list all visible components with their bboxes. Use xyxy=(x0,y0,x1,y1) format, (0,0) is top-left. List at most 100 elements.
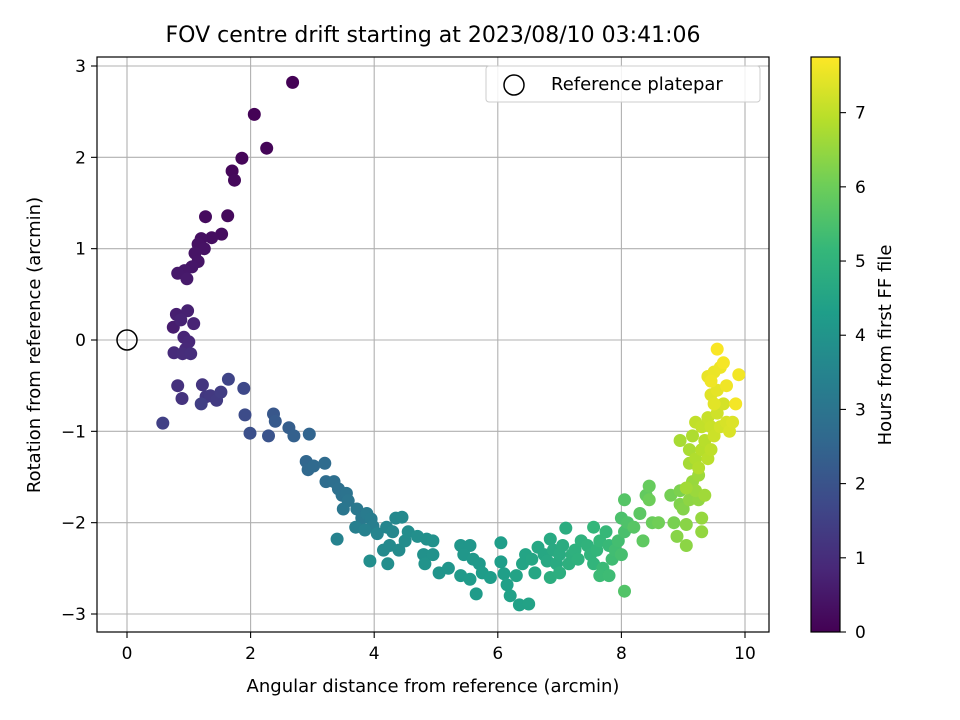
x-axis-ticks: 0 2 4 6 8 10 xyxy=(122,632,756,664)
data-point xyxy=(729,397,743,411)
data-point xyxy=(358,523,372,537)
colorbar-tick-label: 1 xyxy=(855,549,866,569)
data-point xyxy=(587,520,601,534)
data-point xyxy=(221,209,235,223)
data-point xyxy=(307,459,321,473)
data-point xyxy=(221,372,235,386)
data-point xyxy=(679,481,693,495)
data-point xyxy=(195,378,209,392)
colorbar-tick-label: 3 xyxy=(855,400,866,420)
data-point xyxy=(426,534,440,548)
data-point xyxy=(463,572,477,586)
y-tick-label: 3 xyxy=(75,57,86,77)
data-point xyxy=(543,532,557,546)
data-point xyxy=(633,507,647,520)
data-point xyxy=(497,567,511,581)
data-point xyxy=(500,578,514,592)
data-point xyxy=(636,534,650,548)
colorbar-tick-label: 0 xyxy=(855,623,866,643)
data-point xyxy=(618,584,631,598)
y-tick-label: −2 xyxy=(61,514,86,534)
data-point xyxy=(175,392,189,405)
data-point xyxy=(695,525,709,539)
data-points xyxy=(156,75,746,612)
data-point xyxy=(336,502,350,516)
data-point xyxy=(682,443,696,457)
data-point xyxy=(418,557,432,571)
data-point xyxy=(377,543,390,557)
x-tick-label: 10 xyxy=(734,644,756,664)
data-point xyxy=(522,597,536,611)
x-tick-label: 8 xyxy=(616,644,627,664)
data-point xyxy=(716,397,730,411)
colorbar-tick-label: 6 xyxy=(855,178,866,198)
data-point xyxy=(318,456,332,470)
data-point xyxy=(441,561,455,575)
data-point xyxy=(667,516,681,530)
data-point xyxy=(732,368,746,382)
data-point xyxy=(553,566,567,580)
data-point xyxy=(618,493,631,507)
legend: Reference platepar xyxy=(485,65,761,103)
data-point xyxy=(260,141,274,155)
legend-entry-label: Reference platepar xyxy=(551,74,723,95)
x-tick-label: 0 xyxy=(122,644,133,664)
data-point xyxy=(704,374,718,388)
data-point xyxy=(716,356,730,370)
data-point xyxy=(262,429,275,443)
data-point xyxy=(395,510,409,524)
data-point xyxy=(599,525,613,539)
data-point xyxy=(614,548,628,562)
data-point xyxy=(627,520,641,534)
data-point xyxy=(698,488,712,502)
data-point xyxy=(187,317,201,331)
data-point xyxy=(243,426,257,440)
data-point xyxy=(695,511,709,525)
data-point xyxy=(238,408,252,422)
data-point xyxy=(695,420,709,434)
data-point xyxy=(525,552,539,566)
data-point xyxy=(556,539,570,552)
data-point xyxy=(679,539,693,552)
y-tick-label: −1 xyxy=(61,422,86,442)
colorbar-tick-label: 4 xyxy=(855,326,866,346)
data-point xyxy=(194,397,208,411)
data-point xyxy=(509,569,523,583)
data-point xyxy=(174,313,188,327)
data-point xyxy=(707,429,721,443)
x-axis-label: Angular distance from reference (arcmin) xyxy=(247,676,620,697)
data-point xyxy=(528,566,542,580)
data-point xyxy=(235,151,249,165)
data-point xyxy=(205,231,219,245)
data-point xyxy=(494,555,508,569)
data-point xyxy=(682,493,696,507)
data-point xyxy=(370,527,384,541)
data-point xyxy=(503,589,517,603)
y-tick-label: 1 xyxy=(75,240,86,260)
colorbar-tick-label: 2 xyxy=(855,475,866,495)
data-point xyxy=(392,543,406,557)
data-point xyxy=(228,173,241,187)
data-point xyxy=(426,548,440,562)
data-point xyxy=(215,227,229,241)
data-point xyxy=(184,347,198,361)
data-point xyxy=(181,304,195,318)
reference-platepar-marker xyxy=(116,329,138,351)
data-point xyxy=(720,379,733,393)
data-point xyxy=(363,554,377,568)
data-point xyxy=(673,434,687,447)
colorbar-ticks: 0 1 2 3 4 5 6 7 xyxy=(840,104,866,643)
data-point xyxy=(686,429,699,443)
data-point xyxy=(726,415,740,429)
data-point xyxy=(611,534,625,548)
data-point xyxy=(381,557,395,571)
data-point xyxy=(710,342,724,356)
data-point xyxy=(642,479,656,493)
chart-title: FOV centre drift starting at 2023/08/10 … xyxy=(166,23,701,48)
colorbar-label: Hours from first FF file xyxy=(875,245,896,446)
data-point xyxy=(602,569,616,583)
data-point xyxy=(469,587,483,601)
data-point xyxy=(386,525,400,539)
data-point xyxy=(171,379,185,393)
